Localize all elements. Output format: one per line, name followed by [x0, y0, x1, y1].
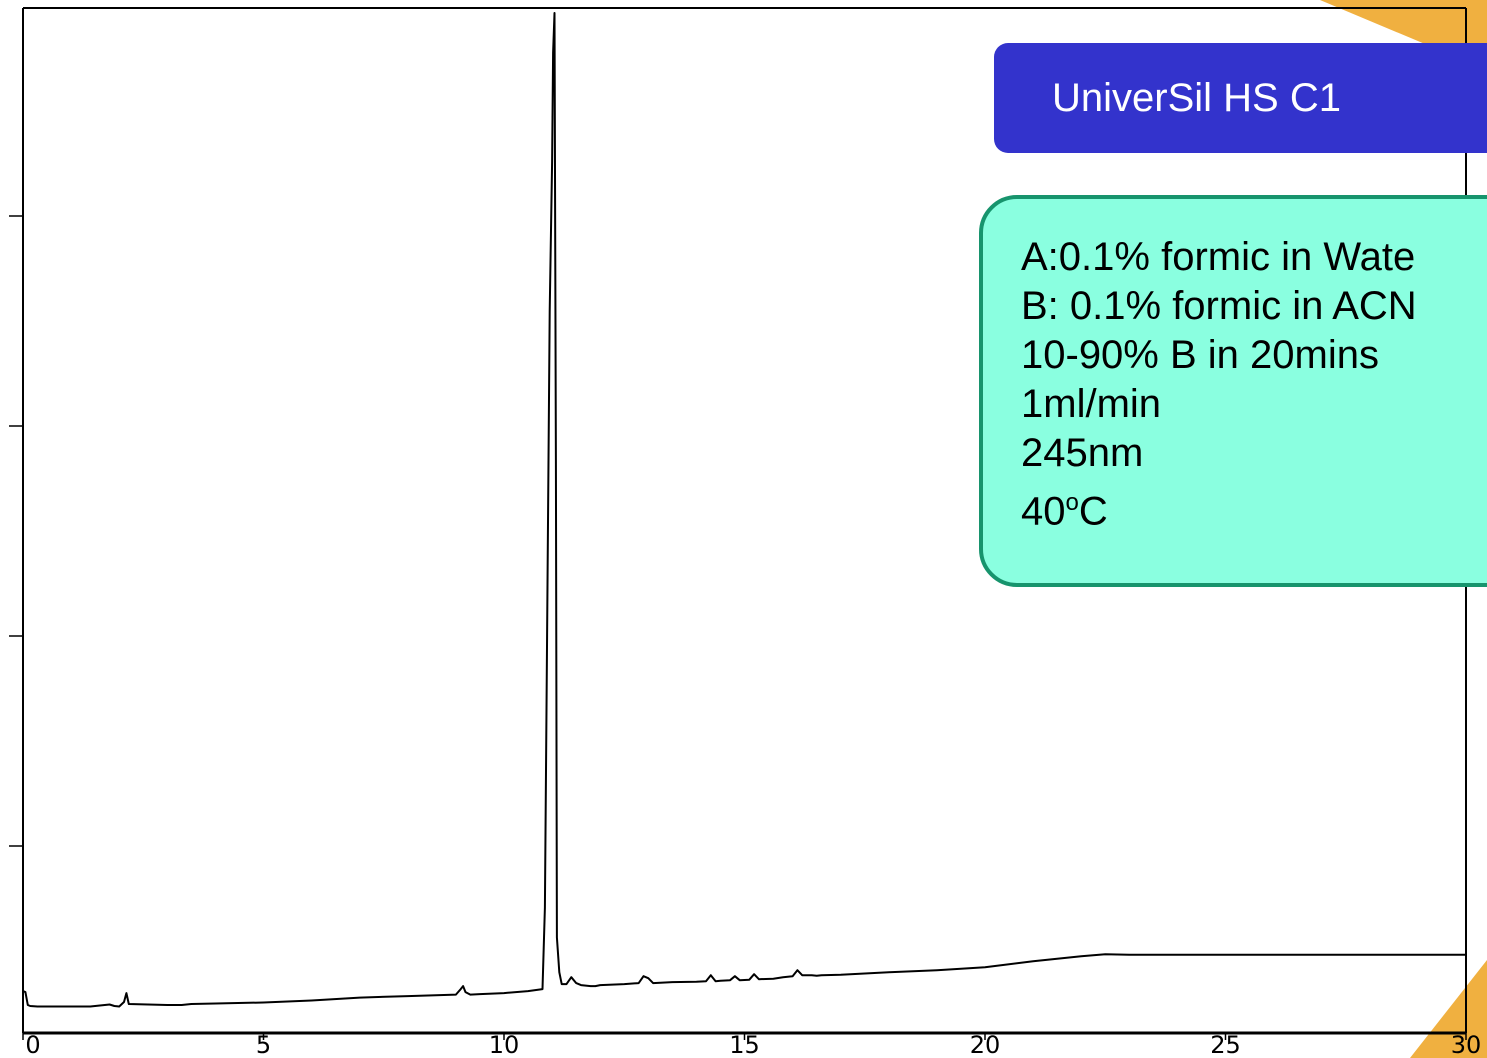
x-tick-label: 30: [1451, 1031, 1482, 1058]
chromatogram-trace: [22, 12, 1466, 1008]
x-tick-label: 0: [25, 1031, 40, 1058]
x-tick-label: 10: [489, 1031, 520, 1058]
x-tick-label: 15: [729, 1031, 760, 1058]
x-tick-label: 25: [1210, 1031, 1241, 1058]
x-tick-label: 5: [256, 1031, 271, 1058]
x-tick-label: 20: [970, 1031, 1001, 1058]
corner-accent-top: [1320, 0, 1487, 70]
plot-area: 0 5 10 15 20 25 30: [9, 7, 1482, 1058]
